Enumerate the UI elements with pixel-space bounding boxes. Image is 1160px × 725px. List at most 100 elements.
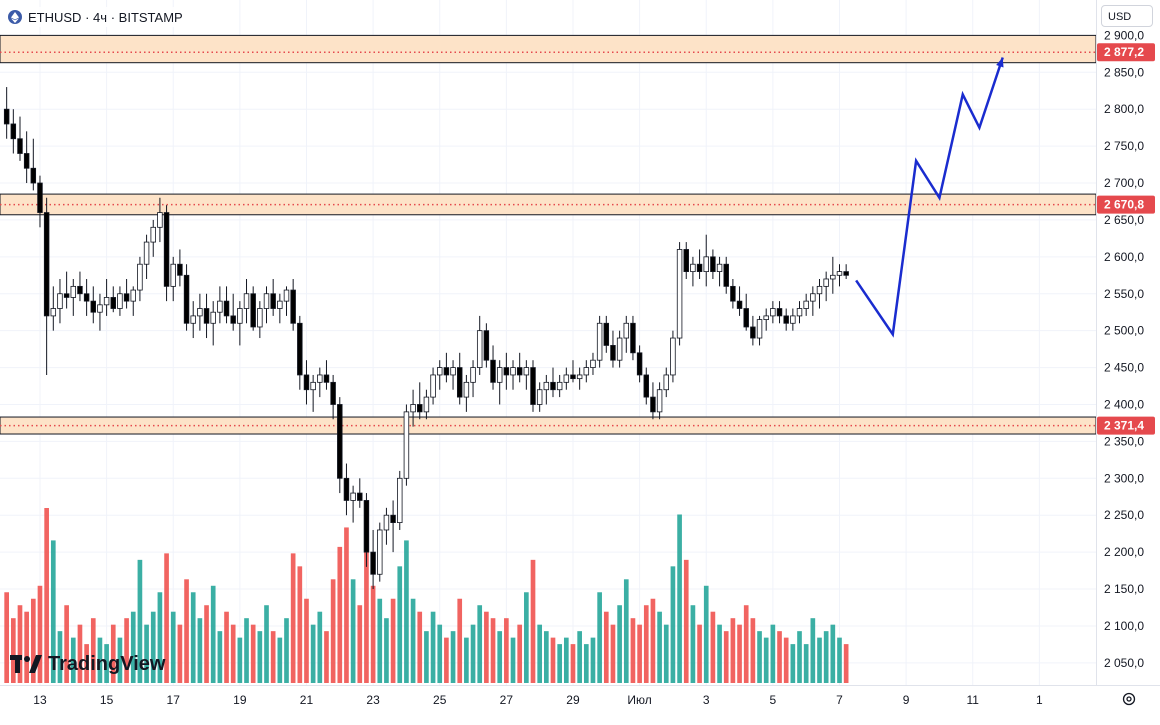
candle-body [190, 315, 196, 324]
candle-body [716, 263, 723, 273]
candle-body [576, 374, 583, 380]
price-label-text: 2 670,8 [1104, 198, 1144, 212]
interval-label[interactable]: 4ч [93, 9, 108, 25]
volume-bar [330, 579, 336, 683]
volume-bar [597, 592, 602, 683]
separator: · [85, 9, 90, 25]
candle-body [137, 263, 143, 291]
symbol-header[interactable]: ETHUSD · 4ч · BITSTAMP [8, 7, 187, 27]
volume-bar [690, 605, 696, 683]
volume-bar [843, 644, 849, 683]
volume-bar [677, 514, 682, 683]
volume-bar [157, 592, 163, 683]
candle-body [363, 500, 370, 553]
forecast-path [855, 57, 1004, 338]
volume-bar [277, 637, 283, 683]
forecast-line [855, 57, 1004, 338]
volume-bar [790, 644, 796, 683]
currency-button[interactable]: USD [1101, 5, 1153, 27]
candle-body [610, 345, 616, 361]
volume-bar [117, 637, 123, 683]
candle-body [643, 374, 650, 398]
price-tick-label: 2 050,0 [1104, 656, 1144, 670]
price-label-badge [1097, 195, 1155, 214]
volume-bar [357, 605, 363, 683]
candle-body [836, 271, 843, 276]
candle-body [556, 381, 563, 391]
volume-bar [257, 631, 263, 683]
time-axis[interactable]: 13 15 17 19 21 23 25 27 29 Июл 3 5 7 9 11 1 [33, 693, 1043, 707]
volume-bar [150, 611, 156, 683]
volume-bar [50, 540, 56, 683]
volume-bar [84, 644, 89, 683]
volume-bar [70, 637, 76, 683]
volume-bar [310, 624, 316, 683]
candle-body [483, 330, 490, 361]
volume-bar [670, 566, 676, 683]
candle-body [503, 367, 510, 376]
candle-body [343, 477, 350, 501]
candle-body [723, 263, 729, 287]
volume-bar [630, 618, 636, 683]
gear-icon[interactable] [1120, 690, 1138, 708]
volume-bar [524, 592, 529, 683]
candle-body [803, 300, 809, 309]
candle-body [630, 322, 636, 354]
price-axis[interactable]: 2 900,0 2 850,0 2 800,0 2 750,0 2 700,0 2 650… [1104, 28, 1144, 669]
volume-bar [710, 611, 716, 683]
volume-bar [777, 631, 782, 683]
candle-body [423, 396, 430, 413]
price-tick-label: 2 550,0 [1104, 287, 1144, 301]
candle-body [770, 308, 776, 317]
candle-body [397, 477, 403, 523]
price-tick-label: 2 150,0 [1104, 582, 1144, 596]
candle-body [37, 182, 43, 213]
candle-body [163, 212, 170, 287]
price-tick-label: 2 650,0 [1104, 213, 1144, 227]
volume-bar [410, 598, 416, 683]
volume-bar [490, 618, 496, 683]
volume-bar [570, 644, 576, 683]
candle-body [30, 167, 37, 184]
candle-body [277, 300, 283, 309]
volume-bar [364, 546, 369, 683]
volume-bar [90, 618, 96, 683]
volume-bar [517, 624, 523, 683]
candle-body [710, 256, 716, 273]
volume-bar [497, 631, 503, 683]
volume-bar [650, 598, 656, 683]
candle-body [90, 300, 97, 313]
candle-body [550, 381, 556, 391]
volume-bar [230, 624, 236, 683]
volume-bar [17, 605, 23, 683]
candle-body [270, 293, 276, 309]
candle-body [596, 322, 603, 361]
volume-bar [770, 624, 776, 683]
volume-bar [783, 637, 789, 683]
volume-bar [377, 598, 383, 683]
price-tick-label: 2 750,0 [1104, 139, 1144, 153]
candle-body [476, 330, 483, 368]
candle-body [823, 278, 829, 287]
volume-bar [110, 624, 116, 683]
forecast-arrowhead [996, 57, 1004, 68]
volume-bar [830, 624, 836, 683]
candle-body [490, 359, 496, 383]
volume-bar [563, 637, 569, 683]
volume-bar [557, 644, 562, 683]
candle-body [670, 337, 676, 376]
candle-body [157, 212, 163, 228]
price-tick-label: 2 450,0 [1104, 361, 1144, 375]
volume-bar [10, 618, 16, 683]
candle-body [790, 315, 796, 324]
candle-body [243, 293, 250, 309]
candle-body [690, 263, 696, 273]
candle-body [177, 263, 183, 276]
price-tick-label: 2 400,0 [1104, 397, 1144, 411]
candle-body [357, 492, 363, 501]
candle-body [337, 404, 343, 479]
volume-bar [197, 618, 203, 683]
candle-body [350, 492, 356, 501]
volume-bar [237, 637, 243, 683]
